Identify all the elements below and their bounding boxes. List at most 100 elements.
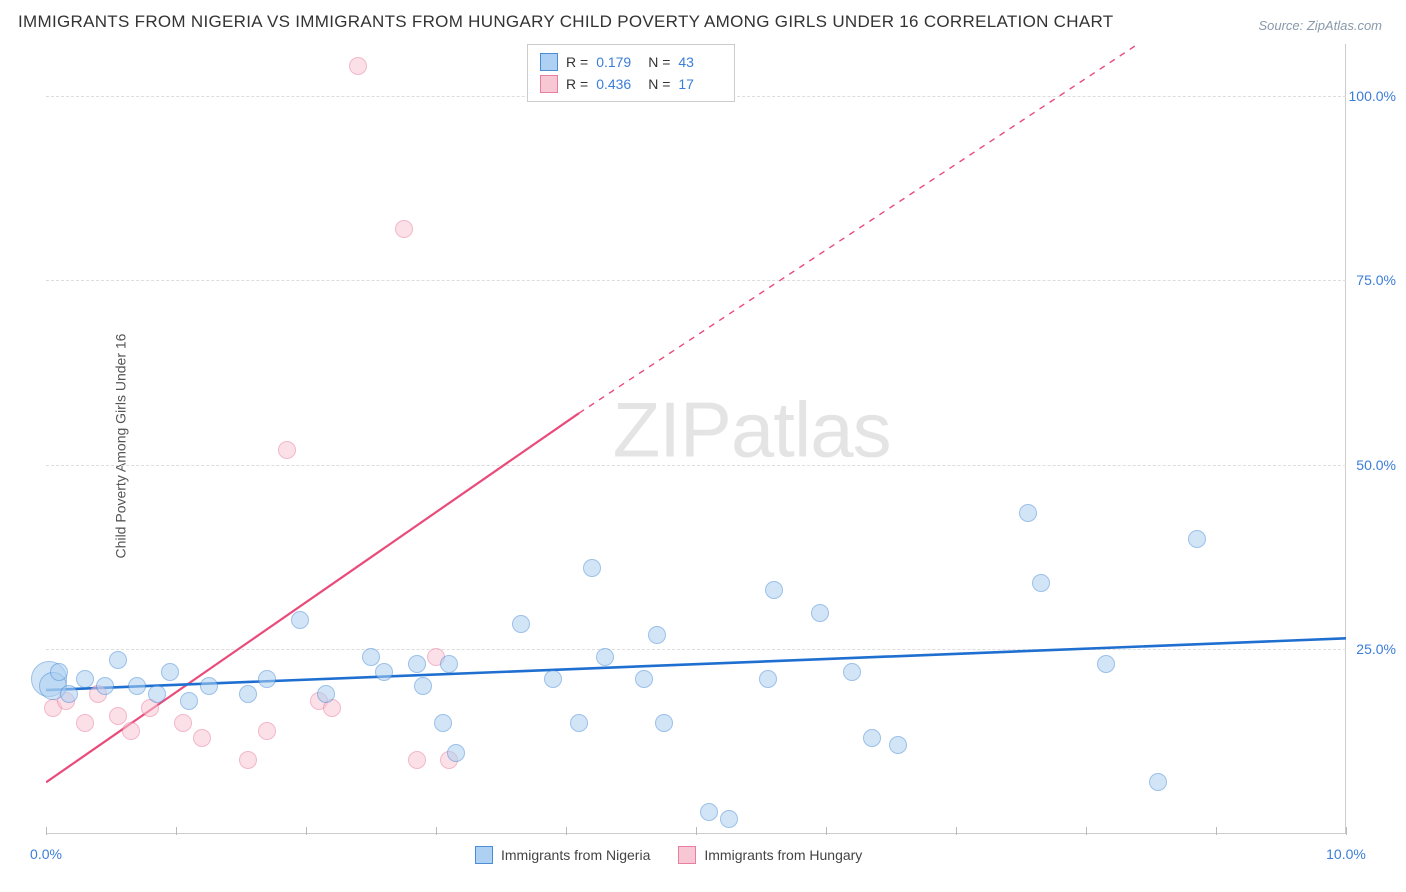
data-point-nigeria[interactable] bbox=[408, 655, 426, 673]
data-point-nigeria[interactable] bbox=[1032, 574, 1050, 592]
swatch-nigeria bbox=[540, 53, 558, 71]
y-tick-label: 50.0% bbox=[1356, 457, 1396, 473]
x-tick bbox=[696, 827, 697, 835]
x-tick bbox=[436, 827, 437, 835]
data-point-nigeria[interactable] bbox=[596, 648, 614, 666]
r-label: R = bbox=[566, 76, 588, 92]
x-tick bbox=[826, 827, 827, 835]
r-value-nigeria: 0.179 bbox=[596, 54, 640, 70]
data-point-nigeria[interactable] bbox=[200, 677, 218, 695]
data-point-nigeria[interactable] bbox=[148, 685, 166, 703]
data-point-nigeria[interactable] bbox=[362, 648, 380, 666]
data-point-nigeria[interactable] bbox=[570, 714, 588, 732]
n-label: N = bbox=[648, 54, 670, 70]
data-point-nigeria[interactable] bbox=[863, 729, 881, 747]
data-point-hungary[interactable] bbox=[174, 714, 192, 732]
x-tick bbox=[1216, 827, 1217, 835]
data-point-nigeria[interactable] bbox=[635, 670, 653, 688]
stats-row-hungary: R = 0.436 N = 17 bbox=[540, 73, 722, 95]
x-tick bbox=[1086, 827, 1087, 835]
x-tick bbox=[46, 827, 47, 835]
r-label: R = bbox=[566, 54, 588, 70]
data-point-hungary[interactable] bbox=[258, 722, 276, 740]
data-point-nigeria[interactable] bbox=[109, 651, 127, 669]
swatch-hungary bbox=[678, 846, 696, 864]
data-point-nigeria[interactable] bbox=[889, 736, 907, 754]
watermark: ZIPatlas bbox=[613, 384, 891, 475]
legend-item-hungary: Immigrants from Hungary bbox=[678, 846, 862, 864]
data-point-nigeria[interactable] bbox=[1019, 504, 1037, 522]
source-attribution: Source: ZipAtlas.com bbox=[1258, 18, 1382, 33]
data-point-nigeria[interactable] bbox=[291, 611, 309, 629]
data-point-nigeria[interactable] bbox=[1149, 773, 1167, 791]
trendlines-layer bbox=[46, 44, 1346, 834]
data-point-nigeria[interactable] bbox=[700, 803, 718, 821]
x-tick-label: 10.0% bbox=[1326, 846, 1366, 862]
data-point-nigeria[interactable] bbox=[60, 685, 78, 703]
x-tick bbox=[566, 827, 567, 835]
data-point-nigeria[interactable] bbox=[239, 685, 257, 703]
x-tick bbox=[956, 827, 957, 835]
x-tick bbox=[1346, 827, 1347, 835]
swatch-hungary bbox=[540, 75, 558, 93]
data-point-nigeria[interactable] bbox=[414, 677, 432, 695]
data-point-hungary[interactable] bbox=[193, 729, 211, 747]
data-point-nigeria[interactable] bbox=[811, 604, 829, 622]
x-tick bbox=[176, 827, 177, 835]
data-point-nigeria[interactable] bbox=[648, 626, 666, 644]
x-tick-label: 0.0% bbox=[30, 846, 62, 862]
data-point-hungary[interactable] bbox=[395, 220, 413, 238]
data-point-hungary[interactable] bbox=[76, 714, 94, 732]
data-point-hungary[interactable] bbox=[278, 441, 296, 459]
data-point-nigeria[interactable] bbox=[544, 670, 562, 688]
stats-row-nigeria: R = 0.179 N = 43 bbox=[540, 51, 722, 73]
data-point-nigeria[interactable] bbox=[50, 663, 68, 681]
data-point-nigeria[interactable] bbox=[1188, 530, 1206, 548]
data-point-nigeria[interactable] bbox=[76, 670, 94, 688]
data-point-nigeria[interactable] bbox=[759, 670, 777, 688]
n-value-nigeria: 43 bbox=[678, 54, 722, 70]
legend: Immigrants from Nigeria Immigrants from … bbox=[475, 846, 862, 864]
n-value-hungary: 17 bbox=[678, 76, 722, 92]
data-point-nigeria[interactable] bbox=[1097, 655, 1115, 673]
legend-item-nigeria: Immigrants from Nigeria bbox=[475, 846, 650, 864]
data-point-nigeria[interactable] bbox=[96, 677, 114, 695]
y-tick-label: 25.0% bbox=[1356, 641, 1396, 657]
data-point-nigeria[interactable] bbox=[583, 559, 601, 577]
data-point-hungary[interactable] bbox=[109, 707, 127, 725]
data-point-hungary[interactable] bbox=[239, 751, 257, 769]
r-value-hungary: 0.436 bbox=[596, 76, 640, 92]
data-point-nigeria[interactable] bbox=[128, 677, 146, 695]
gridline bbox=[46, 465, 1346, 466]
correlation-stats-box: R = 0.179 N = 43 R = 0.436 N = 17 bbox=[527, 44, 735, 102]
gridline bbox=[46, 280, 1346, 281]
x-tick bbox=[306, 827, 307, 835]
trendline bbox=[46, 638, 1346, 690]
n-label: N = bbox=[648, 76, 670, 92]
chart-title: IMMIGRANTS FROM NIGERIA VS IMMIGRANTS FR… bbox=[18, 12, 1113, 32]
data-point-nigeria[interactable] bbox=[447, 744, 465, 762]
swatch-nigeria bbox=[475, 846, 493, 864]
data-point-nigeria[interactable] bbox=[440, 655, 458, 673]
legend-label-nigeria: Immigrants from Nigeria bbox=[501, 847, 650, 863]
data-point-nigeria[interactable] bbox=[720, 810, 738, 828]
data-point-hungary[interactable] bbox=[408, 751, 426, 769]
data-point-nigeria[interactable] bbox=[317, 685, 335, 703]
data-point-nigeria[interactable] bbox=[434, 714, 452, 732]
gridline bbox=[46, 649, 1346, 650]
data-point-nigeria[interactable] bbox=[375, 663, 393, 681]
data-point-nigeria[interactable] bbox=[161, 663, 179, 681]
y-tick-label: 100.0% bbox=[1349, 88, 1396, 104]
data-point-nigeria[interactable] bbox=[843, 663, 861, 681]
chart-plot-area: 25.0%50.0%75.0%100.0% 0.0%10.0% ZIPatlas… bbox=[46, 44, 1346, 834]
data-point-nigeria[interactable] bbox=[258, 670, 276, 688]
data-point-nigeria[interactable] bbox=[765, 581, 783, 599]
y-axis-line-right bbox=[1345, 44, 1346, 834]
data-point-hungary[interactable] bbox=[122, 722, 140, 740]
data-point-hungary[interactable] bbox=[349, 57, 367, 75]
data-point-nigeria[interactable] bbox=[655, 714, 673, 732]
data-point-nigeria[interactable] bbox=[512, 615, 530, 633]
legend-label-hungary: Immigrants from Hungary bbox=[704, 847, 862, 863]
data-point-nigeria[interactable] bbox=[180, 692, 198, 710]
y-tick-label: 75.0% bbox=[1356, 272, 1396, 288]
